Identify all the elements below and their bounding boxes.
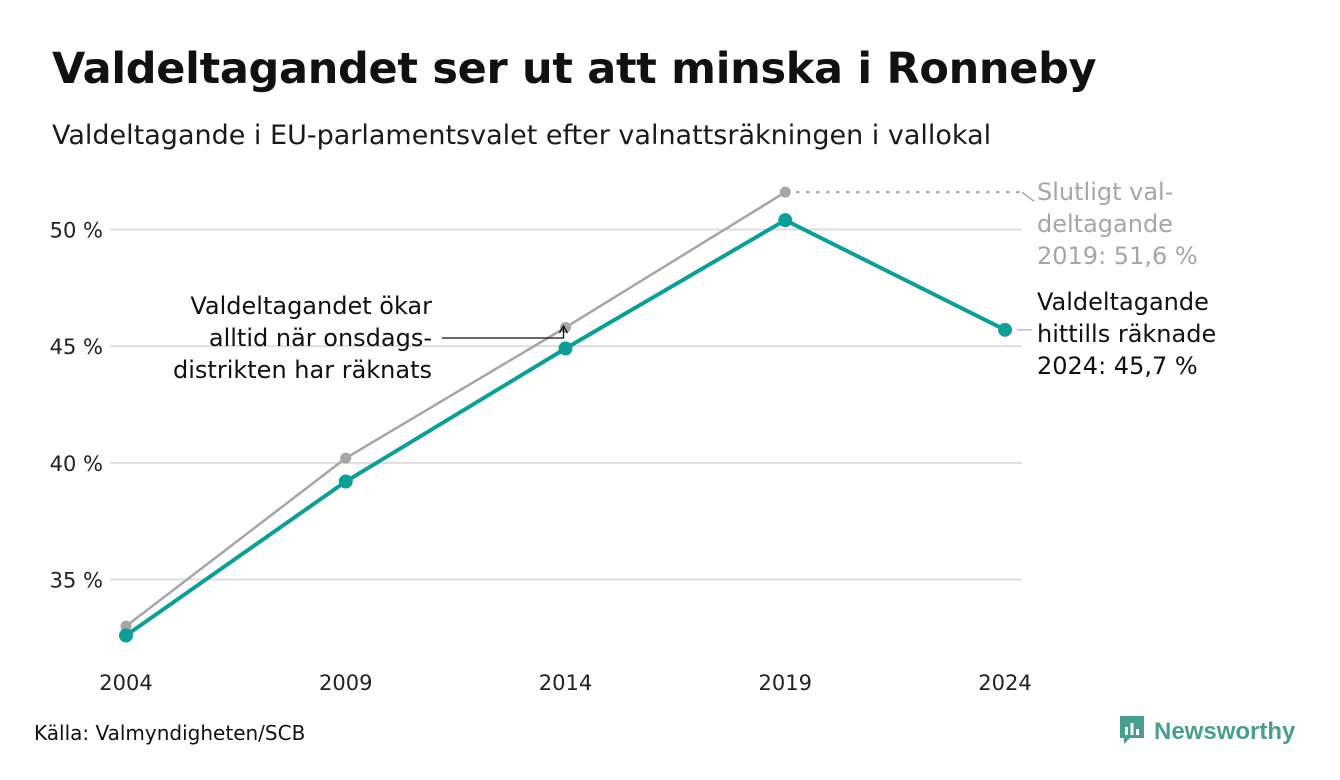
data-point-final — [560, 322, 571, 333]
data-point-election_night — [998, 322, 1012, 337]
x-tick-label: 2014 — [539, 671, 592, 695]
data-point-final — [779, 186, 791, 198]
brand-logo: Newsworthy — [1118, 714, 1295, 750]
chart-subtitle: Valdeltagande i EU-parlamentsvalet efter… — [52, 120, 992, 151]
annotation-final-2019: Slutligt val-deltagande 2019: 51,6 % — [1037, 178, 1198, 270]
data-point-election_night — [558, 341, 573, 356]
annotation-line: Valdeltagande — [1037, 288, 1209, 316]
x-tick-label: 2009 — [319, 671, 372, 695]
newsworthy-logo-icon — [1118, 714, 1146, 750]
y-axis-labels: 35 % 40 % 45 % 50 % — [50, 219, 103, 593]
x-tick-label: 2004 — [99, 671, 152, 695]
series-line-final — [124, 190, 787, 628]
annotation-line: 2024: 45,7 % — [1037, 352, 1198, 380]
annotation-line: Valdeltagandet ökar — [190, 292, 432, 320]
final-2019-connector — [1021, 191, 1035, 202]
y-tick-label: 45 % — [50, 335, 103, 359]
y-tick-label: 40 % — [50, 452, 103, 476]
gridlines — [110, 228, 1022, 581]
annotation-line: Slutligt val- — [1037, 178, 1173, 206]
brand-name: Newsworthy — [1154, 718, 1296, 745]
data-point-election_night — [338, 474, 353, 489]
x-tick-label: 2019 — [759, 671, 812, 695]
source-note: Källa: Valmyndigheten/SCB — [34, 721, 306, 745]
annotations-group: Slutligt val-deltagande 2019: 51,6 % Valde… — [173, 178, 1216, 384]
chart-title: Valdeltagandet ser ut att minska i Ronne… — [52, 44, 1097, 94]
annotation-line: deltagande — [1037, 210, 1173, 238]
annotation-line: alltid när onsdags- — [209, 324, 432, 352]
y-tick-label: 35 % — [50, 569, 103, 593]
y-tick-label: 50 % — [50, 219, 103, 243]
x-axis-labels: 2004 2009 2014 2019 2024 — [99, 671, 1031, 695]
annotation-current-2024: Valdeltagande hittills räknade 2024: 45,7 … — [1037, 288, 1216, 380]
x-tick-label: 2024 — [978, 671, 1031, 695]
wednesday-leader — [442, 327, 565, 339]
annotation-wednesday: Valdeltagandet ökar alltid när onsdags-di… — [173, 292, 432, 384]
annotation-line: hittills räknade — [1037, 320, 1216, 348]
wednesday-arrowhead — [558, 324, 569, 334]
annotation-line: distrikten har räknats — [173, 356, 432, 384]
series-line-election_night — [124, 218, 1007, 638]
series-group — [119, 186, 1012, 643]
data-point-election_night — [778, 213, 793, 228]
data-point-election_night — [119, 628, 133, 643]
data-point-final — [120, 620, 132, 632]
data-point-final — [340, 452, 352, 464]
annotation-line: 2019: 51,6 % — [1037, 242, 1198, 270]
